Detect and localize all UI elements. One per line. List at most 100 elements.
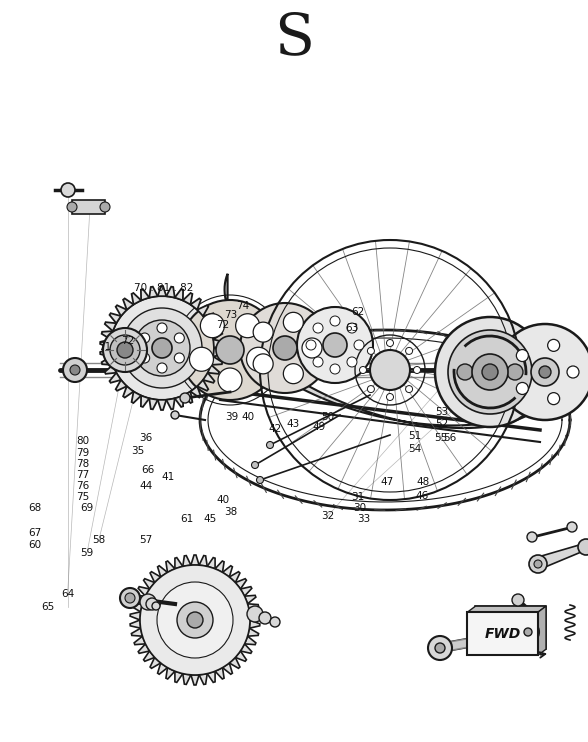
Circle shape [63,358,87,382]
Text: 72: 72 [122,336,135,347]
Polygon shape [100,348,111,357]
Polygon shape [240,644,252,654]
Circle shape [157,582,233,658]
Polygon shape [100,339,111,348]
Text: 73: 73 [224,310,237,321]
Circle shape [253,354,273,374]
Circle shape [152,338,172,358]
Circle shape [252,462,259,468]
Text: 57: 57 [139,535,152,545]
Circle shape [516,382,529,395]
Text: 78: 78 [76,459,89,469]
Text: 61: 61 [181,514,193,525]
Polygon shape [175,557,183,569]
Text: 66: 66 [142,464,155,475]
Circle shape [174,333,184,343]
Circle shape [539,366,551,378]
Circle shape [428,636,452,660]
Circle shape [567,522,577,532]
Polygon shape [166,398,175,410]
Circle shape [472,354,508,390]
Polygon shape [211,357,222,365]
Circle shape [578,539,588,555]
Circle shape [140,594,156,610]
Polygon shape [134,636,145,645]
Circle shape [547,339,560,352]
Text: 50: 50 [322,412,335,422]
Polygon shape [249,612,260,620]
Circle shape [567,366,579,378]
Polygon shape [183,293,192,304]
Circle shape [180,300,280,400]
Text: 59: 59 [81,548,93,558]
Circle shape [435,643,445,653]
Circle shape [359,367,366,373]
Polygon shape [141,395,149,407]
Polygon shape [123,387,133,398]
Circle shape [527,532,537,542]
Polygon shape [158,565,168,577]
Circle shape [323,333,347,357]
Polygon shape [143,651,155,661]
Polygon shape [116,380,127,391]
Polygon shape [134,595,145,604]
Circle shape [297,307,373,383]
Polygon shape [149,398,158,410]
Text: 65: 65 [42,602,55,612]
Polygon shape [208,322,219,331]
Text: 40: 40 [217,495,230,505]
Circle shape [70,365,80,375]
Polygon shape [213,348,224,357]
Circle shape [531,358,559,386]
Text: 49: 49 [312,421,325,432]
Polygon shape [132,628,142,636]
Text: FWD: FWD [485,627,521,640]
Circle shape [354,340,364,350]
Circle shape [122,308,202,388]
Polygon shape [138,587,149,596]
Text: 77: 77 [76,470,89,480]
Circle shape [117,342,133,358]
Text: 48: 48 [417,477,430,487]
Polygon shape [105,322,116,331]
Text: 52: 52 [436,419,449,430]
Polygon shape [249,620,260,628]
Text: S: S [274,10,314,66]
Circle shape [368,347,375,355]
Circle shape [146,598,158,610]
Polygon shape [105,365,116,374]
Circle shape [386,340,393,347]
Polygon shape [538,543,586,570]
Circle shape [140,353,150,363]
Text: 71: 71 [98,342,111,352]
Circle shape [313,357,323,367]
Text: 55: 55 [435,433,447,443]
Circle shape [134,320,190,376]
Text: 60: 60 [29,540,42,551]
Polygon shape [215,668,224,679]
Circle shape [253,322,273,342]
Circle shape [406,386,413,393]
Polygon shape [183,674,191,684]
Polygon shape [191,387,201,398]
Circle shape [110,296,214,400]
Circle shape [547,393,560,404]
Circle shape [218,368,242,392]
Circle shape [413,367,420,373]
Circle shape [448,330,532,414]
Polygon shape [538,606,546,655]
Polygon shape [130,620,141,628]
Polygon shape [208,365,219,374]
Text: 32: 32 [322,510,335,521]
Text: 45: 45 [204,514,217,525]
Text: 35: 35 [132,446,145,456]
Text: 67: 67 [29,528,42,538]
Circle shape [140,333,150,343]
Polygon shape [158,663,168,674]
Circle shape [259,612,271,624]
Circle shape [240,303,330,393]
Text: 58: 58 [92,535,105,545]
Text: 31: 31 [351,492,364,502]
Text: 30: 30 [353,503,366,513]
Circle shape [189,347,213,371]
